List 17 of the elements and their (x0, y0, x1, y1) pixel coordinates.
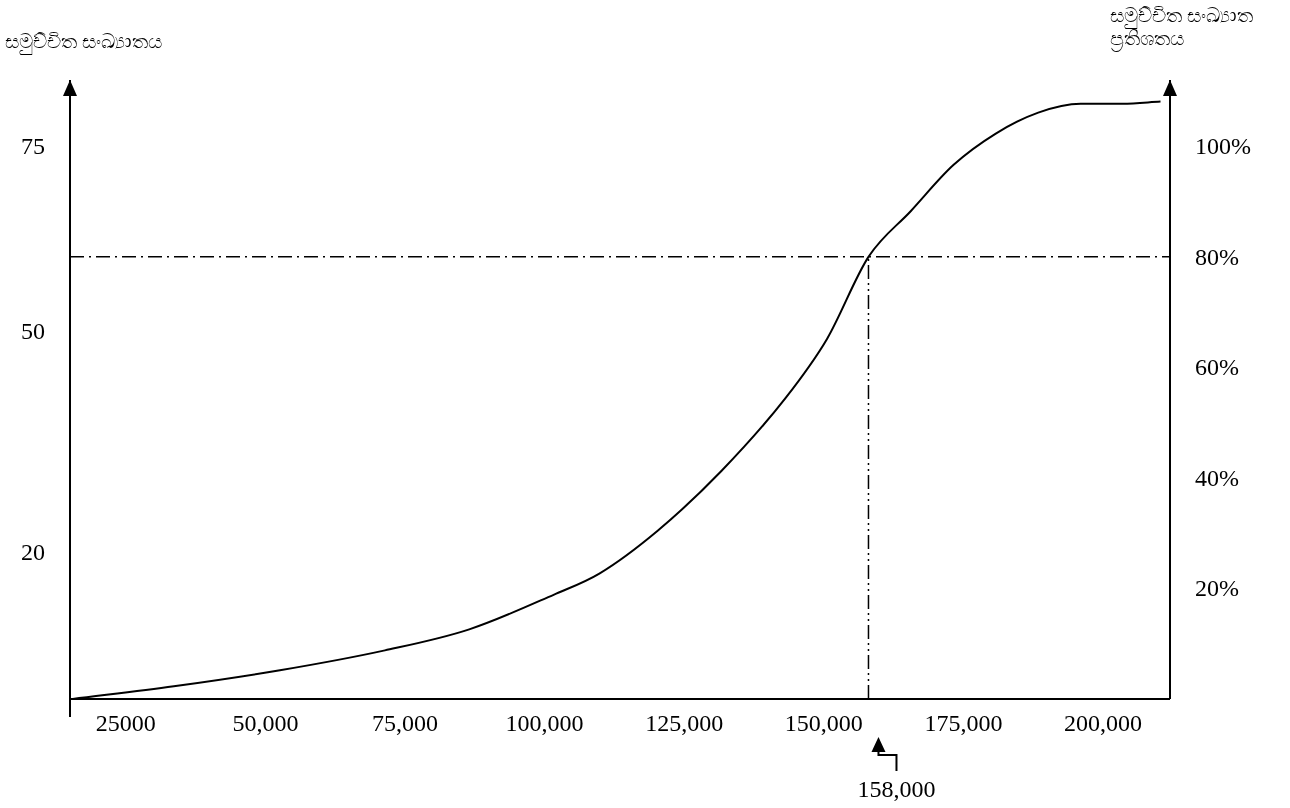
x-tick: 25000 (95, 710, 156, 736)
y-tick: 20 (21, 538, 45, 565)
x-tick: 125,000 (645, 710, 724, 736)
y2-tick: 60% (1195, 354, 1239, 381)
x-tick: 75,000 (372, 710, 439, 736)
x-tick: 150,000 (784, 710, 863, 736)
y2-tick: 40% (1195, 464, 1239, 491)
y2-tick: 80% (1195, 243, 1239, 270)
y-tick: 75 (21, 133, 45, 160)
x-tick: 200,000 (1064, 710, 1142, 736)
x-tick: 100,000 (505, 710, 584, 736)
ref-label: 158,000 (857, 776, 936, 802)
y2-tick: 100% (1195, 133, 1251, 160)
x-tick: 50,000 (232, 710, 299, 736)
y2-tick: 20% (1195, 575, 1239, 602)
x-tick: 175,000 (924, 710, 1003, 736)
y-tick: 50 (21, 317, 45, 344)
